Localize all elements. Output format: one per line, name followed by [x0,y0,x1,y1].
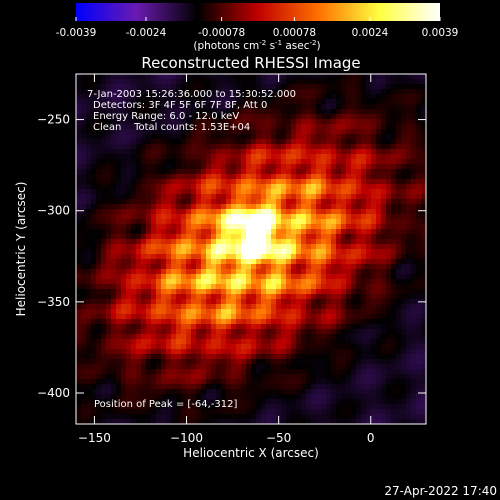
colorbar-tick-label: -0.0024 [126,27,167,39]
x-axis-label: Heliocentric X (arcsec) [183,446,319,460]
x-tick-label: −150 [78,431,111,445]
y-tick-label: −250 [37,113,70,127]
x-tick-label: −50 [266,431,291,445]
annotation-block: 7-Jan-2003 15:26:36.000 to 15:30:52.000 … [87,89,296,133]
colorbar-units: (photons cm-2 s-1 asec-2) [193,39,320,52]
annotation-line: 7-Jan-2003 15:26:36.000 to 15:30:52.000 [87,89,296,100]
heatmap-image [76,74,426,424]
peak-label: Position of Peak = [-64,-312] [94,399,238,410]
axis-ticks: −150 −100 −50 0 −250 −300 −350 −400 [37,74,426,445]
annotation-line: Energy Range: 6.0 - 12.0 keV [93,111,239,122]
y-tick-label: −300 [37,204,70,218]
timestamp: 27-Apr-2022 17:40 [384,484,497,498]
annotation-line: Clean Total counts: 1.53E+04 [93,122,250,133]
colorbar-tick-label: -0.00078 [198,27,245,39]
x-tick-label: −100 [170,431,203,445]
colorbar [76,3,440,21]
colorbar-ticks: -0.0039 -0.0024 -0.00078 0.00078 0.0024 0.003… [56,17,459,39]
y-tick-label: −400 [37,386,70,400]
annotation-line: Detectors: 3F 4F 5F 6F 7F 8F, Att 0 [93,100,267,111]
colorbar-tick-label: 0.00078 [273,27,316,39]
colorbar-tick-label: 0.0024 [352,27,389,39]
x-tick-label: 0 [367,431,375,445]
y-axis-label: Heliocentric Y (arcsec) [14,182,28,317]
y-tick-label: −350 [37,295,70,309]
colorbar-tick-label: 0.0039 [422,27,459,39]
chart-title: Reconstructed RHESSI Image [141,54,360,72]
plot-frame [75,73,427,425]
colorbar-tick-label: -0.0039 [56,27,97,39]
